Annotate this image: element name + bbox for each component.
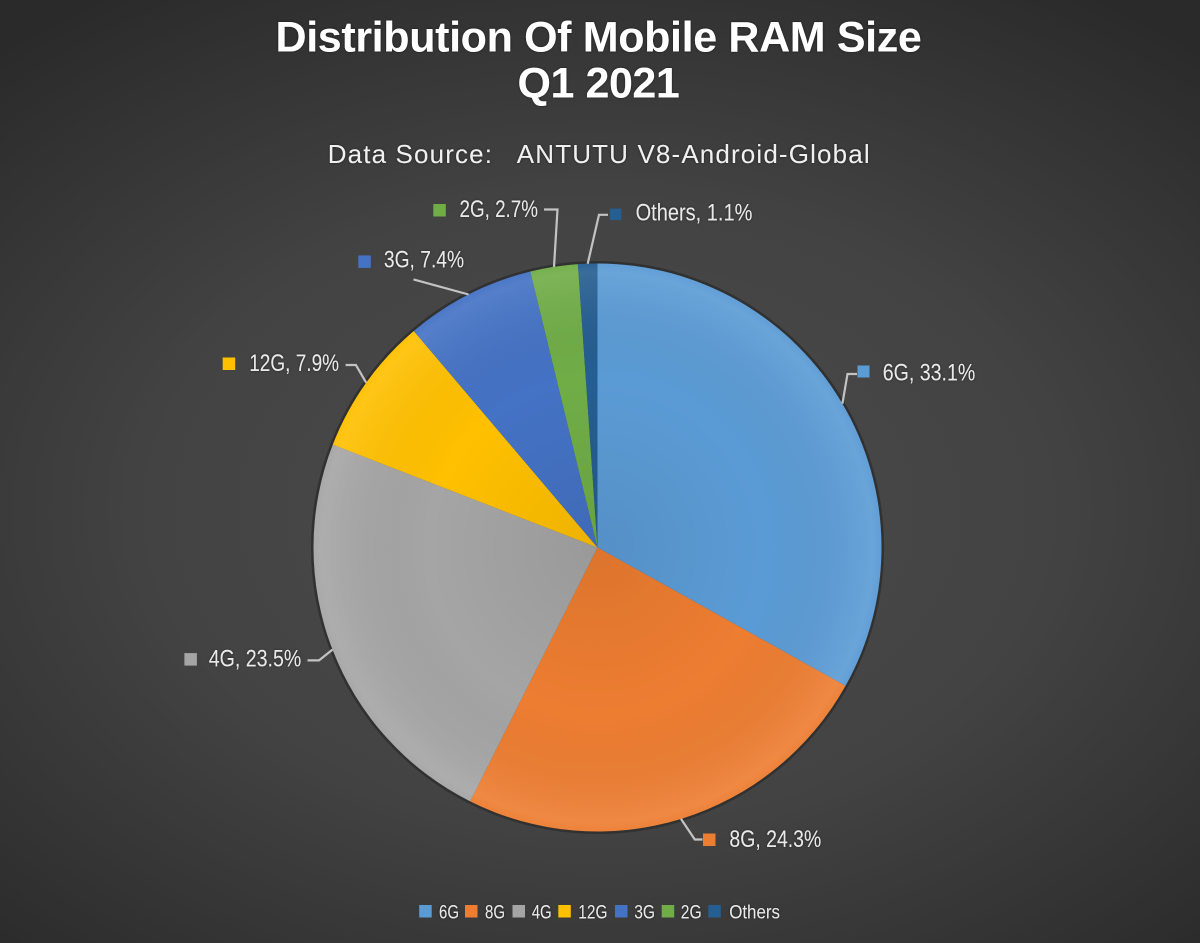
svg-text:4G, 23.5%: 4G, 23.5% xyxy=(209,646,302,673)
svg-text:Others, 1.1%: Others, 1.1% xyxy=(636,199,753,226)
svg-text:4G: 4G xyxy=(532,903,552,924)
svg-text:12G, 7.9%: 12G, 7.9% xyxy=(249,350,339,377)
svg-text:8G: 8G xyxy=(485,903,505,924)
svg-text:2G, 2.7%: 2G, 2.7% xyxy=(460,196,539,223)
svg-text:6G: 6G xyxy=(439,903,459,924)
svg-text:Data Source: ANTUTU V8-Andro: Data Source: ANTUTU V8-Android-Global xyxy=(328,139,870,169)
svg-text:6G, 33.1%: 6G, 33.1% xyxy=(883,360,976,387)
svg-text:Q1 2021: Q1 2021 xyxy=(518,60,680,108)
svg-text:Distribution Of Mobile RAM Siz: Distribution Of Mobile RAM Size xyxy=(276,14,922,62)
svg-text:8G, 24.3%: 8G, 24.3% xyxy=(729,826,821,853)
svg-text:2G: 2G xyxy=(681,903,702,924)
svg-text:3G, 7.4%: 3G, 7.4% xyxy=(384,247,464,274)
svg-text:3G: 3G xyxy=(634,903,655,924)
svg-text:12G: 12G xyxy=(578,903,607,924)
svg-text:Others: Others xyxy=(729,903,780,924)
